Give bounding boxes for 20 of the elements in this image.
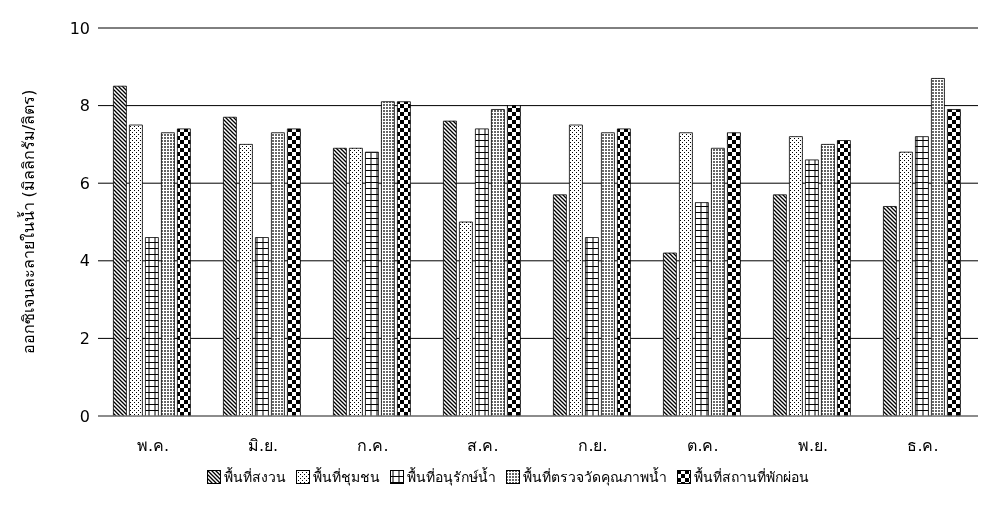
x-tick-label: มิ.ย. [247, 436, 279, 456]
y-tick-label: 0 [79, 406, 90, 426]
legend-label: พื้นที่ชุมชน [312, 466, 380, 488]
x-tick-label: ก.ค. [357, 436, 389, 456]
y-tick-label: 4 [79, 251, 90, 271]
legend-label: พื้นที่สงวน [223, 466, 286, 487]
x-tick-label: พ.ค. [136, 436, 170, 456]
x-tick-label: ก.ย. [578, 436, 608, 456]
y-tick-label: 8 [79, 96, 90, 116]
legend-label: พื้นที่ตรวจวัดคุณภาพน้ำ [522, 466, 667, 488]
y-tick-label: 2 [79, 329, 90, 349]
x-tick-label: ธ.ค. [907, 436, 939, 456]
x-tick-label: พ.ย. [797, 436, 829, 456]
y-axis-title: ออกซิเจนละลายในน้ำ (มิลลิกรัม/ลิตร) [16, 89, 38, 355]
legend-label: พื้นที่สถานที่พักผ่อน [693, 466, 809, 487]
x-tick-label: ต.ค. [687, 436, 719, 456]
legend-label: พื้นที่อนุรักษ์น้ำ [406, 466, 496, 488]
x-tick-label: ส.ค. [467, 436, 499, 456]
y-tick-label: 10 [69, 18, 90, 38]
y-tick-label: 6 [79, 173, 90, 193]
